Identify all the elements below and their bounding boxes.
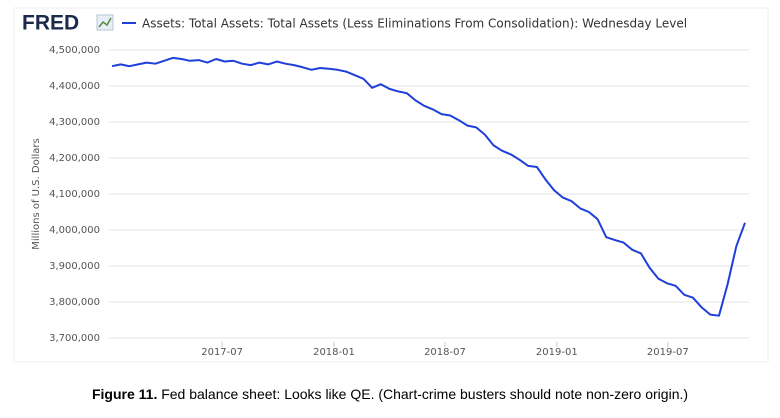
y-tick-label: 4,300,000 xyxy=(49,117,100,128)
x-tick-label: 2019-07 xyxy=(647,347,689,358)
x-tick-label: 2018-07 xyxy=(424,347,466,358)
y-tick-label: 4,000,000 xyxy=(49,225,100,236)
legend-label: Assets: Total Assets: Total Assets (Less… xyxy=(142,17,687,31)
logo: FRED xyxy=(22,12,79,35)
y-tick-label: 4,400,000 xyxy=(49,81,100,92)
y-axis-label: Millions of U.S. Dollars xyxy=(31,138,42,249)
y-tick-label: 3,700,000 xyxy=(49,333,100,344)
caption-label: Figure 11. xyxy=(91,386,158,402)
chart-frame xyxy=(13,7,769,363)
caption-text: Fed balance sheet: Looks like QE. (Chart… xyxy=(161,386,689,402)
y-tick-label: 4,100,000 xyxy=(49,189,100,200)
y-tick-label: 3,800,000 xyxy=(49,297,100,308)
logo-icon xyxy=(96,14,114,31)
x-tick-label: 2019-01 xyxy=(536,347,578,358)
y-tick-label: 3,900,000 xyxy=(49,261,100,272)
x-tick-label: 2018-01 xyxy=(313,347,355,358)
y-tick-label: 4,200,000 xyxy=(49,153,100,164)
y-tick-label: 4,500,000 xyxy=(49,45,100,56)
series-line xyxy=(111,56,746,317)
caption: Figure 11. Fed balance sheet: Looks like… xyxy=(0,386,780,402)
x-tick-label: 2017-07 xyxy=(201,347,243,358)
chart: FRED Assets: Total Assets: Total Assets … xyxy=(13,7,769,363)
